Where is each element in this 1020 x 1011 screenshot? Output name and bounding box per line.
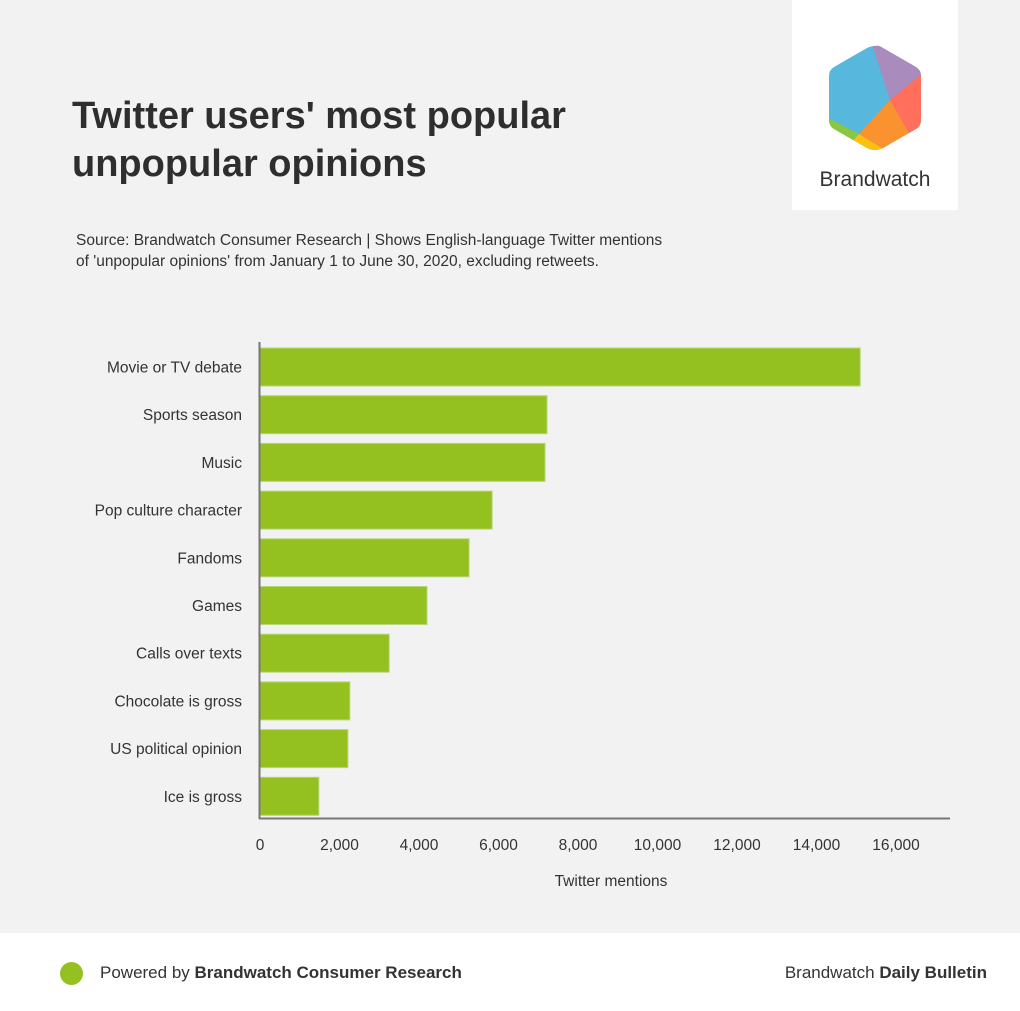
logo-text: Brandwatch [819, 168, 931, 191]
bar [259, 490, 493, 530]
y-tick-label: Pop culture character [95, 503, 242, 520]
x-tick-label: 10,000 [634, 837, 682, 854]
hexagon-logo-icon [829, 45, 921, 150]
bar [259, 681, 351, 721]
green-dot-icon [60, 962, 83, 985]
x-tick-label: 8,000 [559, 837, 598, 854]
bulletin-prefix: Brandwatch [784, 963, 880, 982]
daily-bulletin: Brandwatch Daily Bulletin [785, 963, 987, 983]
y-tick-label: Music [202, 455, 243, 472]
bar [259, 347, 861, 387]
x-tick-label: 4,000 [400, 837, 439, 854]
powered-prefix: Powered by [100, 963, 195, 982]
footer: Powered by Brandwatch Consumer Research … [0, 933, 1020, 1011]
bar [259, 538, 470, 578]
bar [259, 442, 546, 482]
x-axis-title: Twitter mentions [555, 873, 668, 890]
brandwatch-logo: Brandwatch [792, 0, 958, 210]
y-tick-label: Ice is gross [164, 789, 243, 806]
x-tick-label: 0 [256, 837, 265, 854]
chart-title: Twitter users' most popular unpopular op… [72, 95, 566, 185]
x-tick-label: 2,000 [320, 837, 359, 854]
y-tick-label: Sports season [143, 407, 242, 424]
bar [259, 633, 390, 673]
x-tick-label: 14,000 [793, 837, 841, 854]
x-tick-label: 12,000 [713, 837, 761, 854]
bar [259, 776, 320, 816]
x-tick-label: 16,000 [872, 837, 920, 854]
y-tick-label: Calls over texts [136, 646, 242, 663]
bar [259, 586, 428, 625]
bar-chart: Movie or TV debate Sports season Music Pop … [95, 342, 950, 890]
powered-by: Powered by Brandwatch Consumer Research [100, 963, 462, 983]
y-tick-label: Fandoms [177, 550, 242, 567]
x-tick-label: 6,000 [479, 837, 518, 854]
powered-brand: Brandwatch Consumer Research [194, 963, 462, 982]
bar [259, 395, 548, 435]
y-tick-label: US political opinion [110, 741, 242, 758]
y-tick-label: Movie or TV debate [107, 360, 242, 377]
bulletin-bold: Daily Bulletin [879, 963, 987, 982]
source-note: Source: Brandwatch Consumer Research | S… [76, 232, 663, 270]
bar [259, 729, 349, 769]
y-tick-label: Games [192, 598, 242, 615]
y-tick-label: Chocolate is gross [114, 693, 242, 710]
